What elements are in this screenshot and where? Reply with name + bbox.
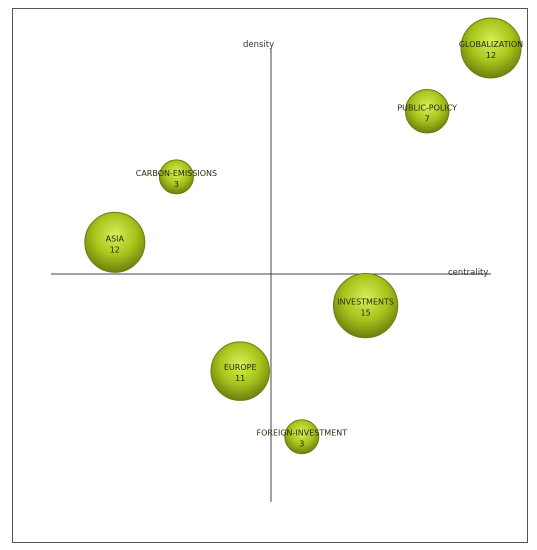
bubble-layer: GLOBALIZATION 12 PUBLIC-POLICY 7 CARBON-EMIS…	[84, 17, 523, 455]
bubble-circle	[210, 341, 270, 401]
bubble-label: EUROPE	[224, 363, 257, 372]
bubble-count: 12	[486, 51, 496, 60]
bubble-label: FOREIGN-INVESTMENT	[256, 429, 347, 438]
bubble-count: 15	[361, 309, 371, 318]
bubble-count: 3	[174, 180, 179, 189]
bubble-count: 12	[110, 245, 120, 254]
bubble-circle	[284, 419, 320, 455]
bubble-circle	[460, 17, 522, 79]
bubble-europe: EUROPE 11	[210, 341, 270, 401]
bubble-label: ASIA	[106, 234, 125, 243]
bubble-circle	[158, 159, 194, 195]
bubble-public-policy: PUBLIC-POLICY 7	[397, 89, 457, 134]
bubble-investments: INVESTMENTS 15	[332, 273, 399, 339]
bubble-globalization: GLOBALIZATION 12	[459, 17, 523, 79]
bubble-circle	[84, 211, 146, 273]
x-axis-label: centrality	[448, 268, 488, 278]
bubble-label: GLOBALIZATION	[459, 40, 523, 49]
bubble-label: CARBON-EMISSIONS	[136, 169, 217, 178]
bubble-circle	[332, 273, 399, 339]
bubble-circle	[404, 89, 450, 134]
bubble-foreign-investment: FOREIGN-INVESTMENT 3	[256, 419, 347, 455]
bubble-count: 7	[425, 114, 430, 123]
bubble-carbon-emissions: CARBON-EMISSIONS 3	[136, 159, 217, 195]
bubble-asia: ASIA 12	[84, 211, 146, 273]
bubble-count: 11	[235, 374, 245, 383]
y-axis-label: density	[243, 40, 274, 50]
bubble-count: 3	[299, 440, 304, 449]
bubble-label: PUBLIC-POLICY	[397, 103, 457, 112]
bubble-label: INVESTMENTS	[337, 298, 394, 307]
